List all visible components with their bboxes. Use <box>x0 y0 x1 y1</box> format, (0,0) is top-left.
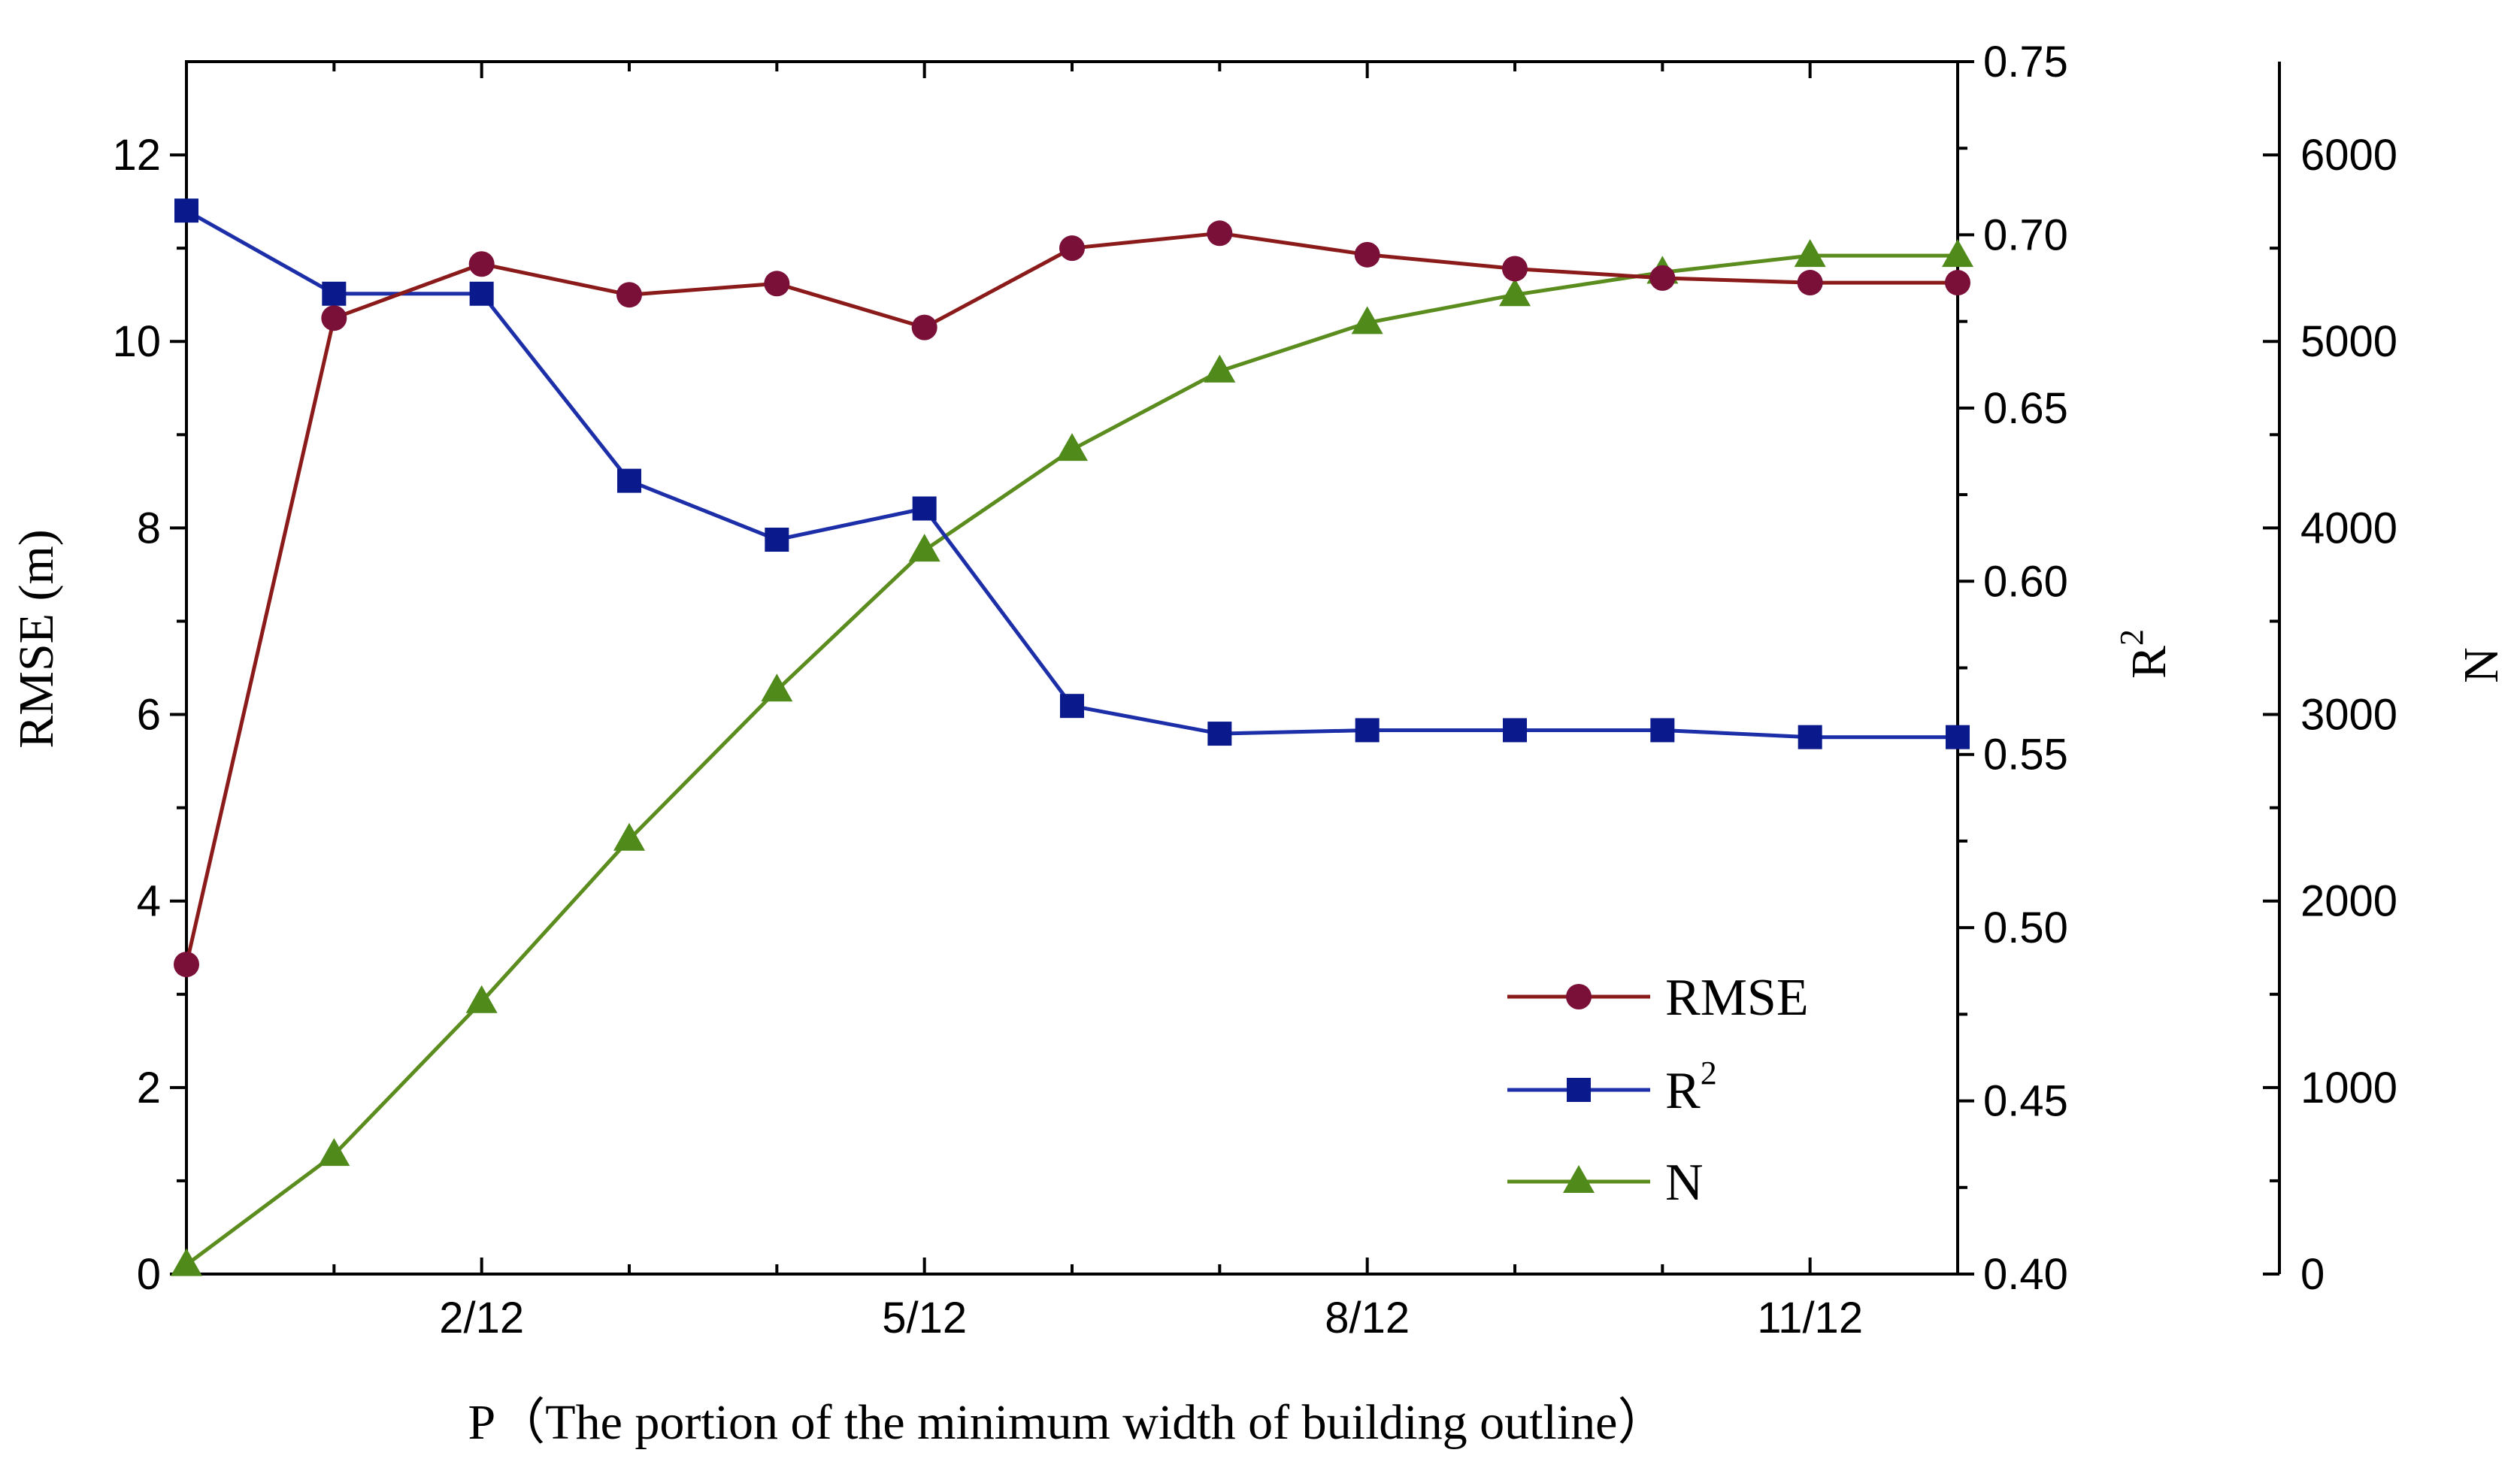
legend-rmse-label: RMSE <box>1665 969 1809 1027</box>
rmse-point <box>1797 270 1823 296</box>
far-right-tick-label: 3000 <box>2300 691 2397 740</box>
x-axis-title: P（The portion of the minimum width of bu… <box>468 1395 1667 1450</box>
x-tick-label: 8/12 <box>1325 1294 1410 1342</box>
x-tick-label: 2/12 <box>439 1294 524 1342</box>
rmse-point <box>764 271 790 297</box>
n-point <box>171 1248 202 1276</box>
legend-r2-marker <box>1567 1078 1591 1102</box>
right-tick-label: 0.60 <box>1983 557 2068 606</box>
right-tick-label: 0.50 <box>1983 903 2068 952</box>
right-tick-label: 0.40 <box>1983 1250 2068 1299</box>
right-axis-title-superscript: 2 <box>2113 629 2150 646</box>
far-right-tick-label: 4000 <box>2300 504 2397 552</box>
axes: 2/12 5/12 8/12 11/12 0 2 4 6 8 10 12 0.40 0.45 0.50 0.… <box>112 38 2397 1342</box>
legend-r2-label-superscript: 2 <box>1701 1055 1717 1091</box>
n-point <box>465 985 498 1013</box>
legend-n-marker <box>1563 1165 1595 1193</box>
far-right-tick-label: 2000 <box>2300 877 2397 926</box>
legend-n-label: N <box>1665 1154 1704 1212</box>
rmse-point <box>616 282 642 308</box>
n-point <box>1056 433 1088 462</box>
r2-point <box>765 527 789 552</box>
n-point <box>1942 239 1973 268</box>
r2-point <box>322 281 347 306</box>
r2-point <box>174 198 198 223</box>
left-tick-label: 4 <box>137 877 161 926</box>
left-tick-label: 8 <box>137 504 161 552</box>
r2-point <box>469 281 494 306</box>
rmse-point <box>1059 235 1085 262</box>
rmse-point <box>1207 220 1233 247</box>
right-axis-title-base: R <box>2122 646 2176 679</box>
x-tick-label: 11/12 <box>1757 1294 1863 1342</box>
n-point <box>1204 354 1236 383</box>
n-point <box>1499 278 1531 307</box>
left-tick-label: 6 <box>137 691 161 740</box>
rmse-point <box>1945 270 1970 296</box>
series-group <box>171 198 1973 1276</box>
r2-point <box>1946 725 1970 749</box>
left-tick-label: 0 <box>137 1250 161 1299</box>
legend: RMSE R2 N <box>1507 969 1809 1212</box>
r2-point <box>1060 694 1084 719</box>
n-point <box>318 1138 350 1167</box>
far-right-axis-title: N <box>2454 647 2509 683</box>
r2-point <box>1355 718 1380 743</box>
r2-point <box>1503 718 1527 743</box>
right-tick-label: 0.75 <box>1983 38 2068 86</box>
n-point <box>1794 239 1826 268</box>
r2-point <box>912 496 937 521</box>
left-tick-label: 12 <box>112 131 161 180</box>
r2-point <box>1650 718 1675 743</box>
rmse-point <box>911 314 937 340</box>
rmse-point <box>1354 241 1380 268</box>
legend-rmse-marker <box>1566 984 1592 1009</box>
right-tick-label: 0.65 <box>1983 384 2068 433</box>
far-right-tick-label: 6000 <box>2300 131 2397 180</box>
left-axis-title: RMSE (m) <box>9 529 64 749</box>
right-tick-label: 0.45 <box>1983 1077 2068 1126</box>
n-point <box>908 534 940 562</box>
right-tick-label: 0.55 <box>1983 731 2068 779</box>
legend-r2-label: R2 <box>1665 1055 1717 1120</box>
n-point <box>761 673 793 702</box>
right-axis-title: R2 <box>2113 629 2176 679</box>
r2-point <box>617 468 641 493</box>
r2-point <box>1207 722 1232 746</box>
n-point <box>1351 306 1383 334</box>
n-point <box>613 822 645 851</box>
x-tick-label: 5/12 <box>882 1294 967 1342</box>
far-right-tick-label: 1000 <box>2300 1064 2397 1112</box>
far-right-tick-label: 0 <box>2300 1250 2325 1299</box>
far-right-tick-label: 5000 <box>2300 317 2397 366</box>
rmse-point <box>1649 265 1676 291</box>
rmse-point <box>321 305 347 331</box>
right-tick-label: 0.70 <box>1983 210 2068 259</box>
r2-point <box>1798 725 1822 749</box>
rmse-point <box>468 251 495 277</box>
left-tick-label: 10 <box>112 317 161 366</box>
rmse-point <box>1502 256 1528 282</box>
left-tick-label: 2 <box>137 1064 161 1112</box>
legend-r2-label-base: R <box>1665 1062 1701 1120</box>
rmse-point <box>174 952 199 978</box>
